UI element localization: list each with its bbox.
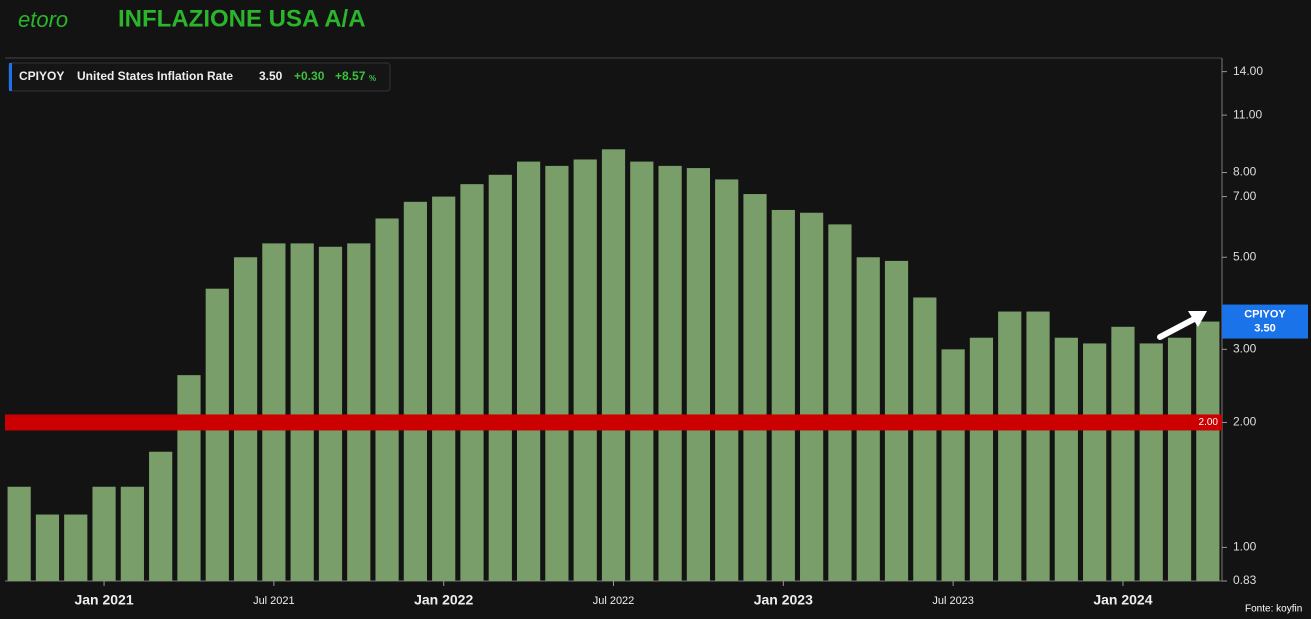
bar bbox=[35, 514, 60, 581]
last-value-tag bbox=[1222, 304, 1308, 339]
chart-title: INFLAZIONE USA A/A bbox=[118, 5, 366, 32]
legend-last: 3.50 bbox=[259, 69, 283, 83]
bar bbox=[205, 288, 229, 581]
arrow bbox=[1157, 311, 1207, 340]
y-tick-label: 0.83 bbox=[1233, 573, 1257, 587]
bar bbox=[290, 243, 314, 581]
bar bbox=[460, 184, 484, 582]
bar bbox=[601, 149, 626, 581]
legend-change-pct: +8.57 bbox=[335, 69, 366, 83]
bar bbox=[771, 209, 795, 581]
x-tick-label: Jul 2022 bbox=[593, 595, 635, 607]
bar bbox=[715, 179, 739, 582]
bar bbox=[1026, 311, 1050, 581]
bar bbox=[516, 161, 541, 581]
y-tick-label: 8.00 bbox=[1233, 165, 1257, 179]
x-tick-label: Jul 2021 bbox=[253, 595, 295, 607]
legend-pct-unit: % bbox=[369, 74, 376, 83]
logo: etoro bbox=[18, 7, 68, 32]
legend-change: +0.30 bbox=[294, 69, 325, 83]
bar bbox=[658, 165, 682, 581]
reference-label: 2.00 bbox=[1199, 417, 1219, 428]
bar bbox=[262, 243, 286, 581]
bar bbox=[92, 486, 116, 581]
bar bbox=[573, 159, 597, 581]
legend-name: United States Inflation Rate bbox=[77, 69, 233, 83]
x-tick-label: Jan 2021 bbox=[74, 592, 133, 608]
bar bbox=[1167, 337, 1192, 581]
last-tag-ticker: CPIYOY bbox=[1244, 308, 1286, 320]
y-tick-label: 5.00 bbox=[1233, 249, 1257, 263]
y-tick-label: 7.00 bbox=[1233, 189, 1257, 203]
y-tick-label: 2.00 bbox=[1233, 415, 1257, 429]
reference-line bbox=[5, 414, 1222, 431]
y-tick-label: 14.00 bbox=[1233, 64, 1263, 78]
bar bbox=[318, 246, 343, 581]
bar bbox=[149, 451, 173, 581]
bar bbox=[64, 514, 88, 581]
bar bbox=[743, 194, 767, 581]
bar bbox=[347, 243, 371, 581]
source: Fonte: koyfin bbox=[1245, 604, 1302, 615]
x-tick-label: Jan 2024 bbox=[1093, 592, 1152, 608]
bar bbox=[375, 218, 399, 581]
bar bbox=[998, 311, 1022, 581]
bar bbox=[1111, 326, 1135, 581]
legend-accent bbox=[9, 63, 12, 91]
bar bbox=[686, 168, 711, 581]
bar bbox=[828, 224, 852, 582]
bar bbox=[969, 337, 994, 581]
bar bbox=[1139, 343, 1163, 581]
bar bbox=[1196, 321, 1220, 581]
x-tick-label: Jan 2023 bbox=[754, 592, 813, 608]
bar bbox=[800, 212, 824, 581]
x-tick-label: Jan 2022 bbox=[414, 592, 473, 608]
y-tick-label: 11.00 bbox=[1233, 107, 1262, 121]
bar bbox=[630, 161, 654, 581]
bar bbox=[941, 349, 965, 581]
bar bbox=[403, 201, 427, 581]
bar bbox=[488, 174, 512, 581]
y-tick-label: 1.00 bbox=[1233, 540, 1257, 554]
y-tick-label: 3.00 bbox=[1233, 342, 1257, 356]
bar bbox=[1083, 343, 1107, 581]
last-tag-value: 3.50 bbox=[1254, 322, 1275, 334]
bar bbox=[432, 196, 456, 582]
bar bbox=[1054, 337, 1078, 581]
bar bbox=[7, 486, 31, 581]
legend-ticker: CPIYOY bbox=[19, 69, 64, 83]
bar bbox=[545, 165, 569, 581]
x-tick-label: Jul 2023 bbox=[932, 595, 974, 607]
bar bbox=[913, 297, 937, 581]
bar bbox=[120, 486, 144, 581]
bar bbox=[177, 375, 201, 581]
